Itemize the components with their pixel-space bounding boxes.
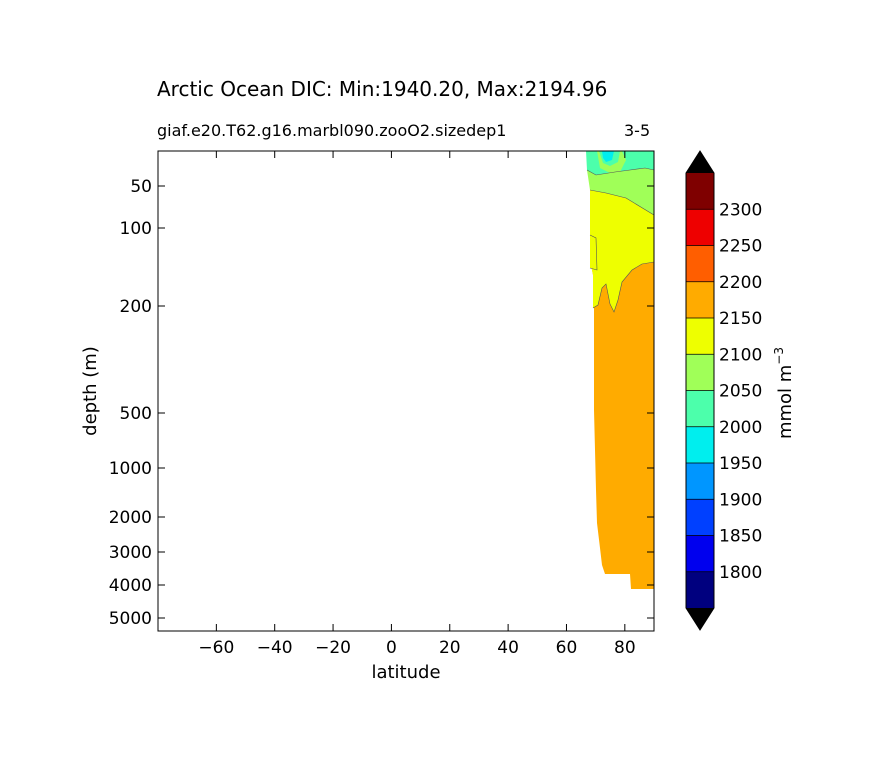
contour-lines <box>586 167 655 313</box>
plot-area: −60 −40 −20 0 20 40 60 80 50 100 200 500 1000 2000 30… <box>80 150 655 683</box>
x-tick-label: −60 <box>198 638 234 658</box>
colorbar-tick-label: 1850 <box>719 527 762 547</box>
colorbar-label: mmol m−3 <box>772 347 796 439</box>
y-tick-label: 5000 <box>109 609 152 629</box>
plot-frame <box>157 150 655 632</box>
contour-2150-2200 <box>590 235 654 589</box>
plot-background <box>158 151 654 631</box>
colorbar-tick-label: 2150 <box>719 309 762 329</box>
x-tick-label: 80 <box>614 638 636 658</box>
colorbar-segment <box>686 281 714 318</box>
colorbar-outline <box>685 150 715 631</box>
colorbar-tick-label: 2100 <box>719 345 762 365</box>
colorbar-tick-label: 2250 <box>719 237 762 257</box>
contour-2050-2100 <box>587 168 654 215</box>
colorbar-tick-label: 1800 <box>719 563 762 583</box>
colorbar-tick-label: 2050 <box>719 382 762 402</box>
colorbar-segment <box>686 209 714 246</box>
y-axis: 50 100 200 500 1000 2000 3000 4000 5000 <box>109 177 654 629</box>
colorbar-extend-under <box>686 608 714 630</box>
y-tick-label: 200 <box>120 297 152 317</box>
colorbar-segment <box>686 499 714 536</box>
x-tick-label: 0 <box>386 638 397 658</box>
colorbar-segment <box>686 390 714 427</box>
x-tick-label: 60 <box>556 638 578 658</box>
colorbar-segment <box>686 354 714 391</box>
x-axis: −60 −40 −20 0 20 40 60 80 <box>198 151 636 658</box>
y-tick-label: 3000 <box>109 543 152 563</box>
colorbar-segment <box>686 571 714 608</box>
colorbar-segment <box>686 463 714 500</box>
y-tick-label: 500 <box>120 404 152 424</box>
y-tick-label: 100 <box>120 219 152 239</box>
chart-subtitle-left: giaf.e20.T62.g16.marbl090.zooO2.sizedep1 <box>157 121 507 140</box>
colorbar-tick-label: 2200 <box>719 273 762 293</box>
x-tick-label: −40 <box>257 638 293 658</box>
chart-title: Arctic Ocean DIC: Min:1940.20, Max:2194.… <box>157 77 608 101</box>
x-tick-label: −20 <box>315 638 351 658</box>
contour-1950-2000 <box>602 151 614 162</box>
colorbar-label-text: mmol m <box>775 365 796 439</box>
colorbar-tick-label: 1950 <box>719 454 762 474</box>
colorbar-tick-label: 2000 <box>719 418 762 438</box>
chart-subtitle-right: 3-5 <box>624 121 651 140</box>
colorbar-segment <box>686 245 714 282</box>
colorbar-segment <box>686 426 714 463</box>
x-tick-label: 40 <box>497 638 519 658</box>
contour-fills <box>586 151 655 589</box>
colorbar-segment <box>686 173 714 210</box>
colorbar-tick-label: 2300 <box>719 200 762 220</box>
y-tick-label: 4000 <box>109 576 152 596</box>
colorbar-tick-label: 1900 <box>719 490 762 510</box>
x-tick-label: 20 <box>439 638 461 658</box>
colorbar-segment <box>686 535 714 572</box>
y-tick-label: 50 <box>130 177 152 197</box>
colorbar-segment <box>686 318 714 355</box>
y-tick-label: 1000 <box>109 459 152 479</box>
colorbar: 1800 1850 1900 1950 2000 2050 2100 2150 2200 2250… <box>685 150 762 631</box>
colorbar-label-exponent: −3 <box>772 347 786 365</box>
x-axis-label: latitude <box>371 662 440 683</box>
y-tick-label: 2000 <box>109 508 152 528</box>
contour-2100-2150 <box>590 190 654 312</box>
colorbar-extend-over <box>686 151 714 173</box>
y-axis-label: depth (m) <box>80 346 101 436</box>
